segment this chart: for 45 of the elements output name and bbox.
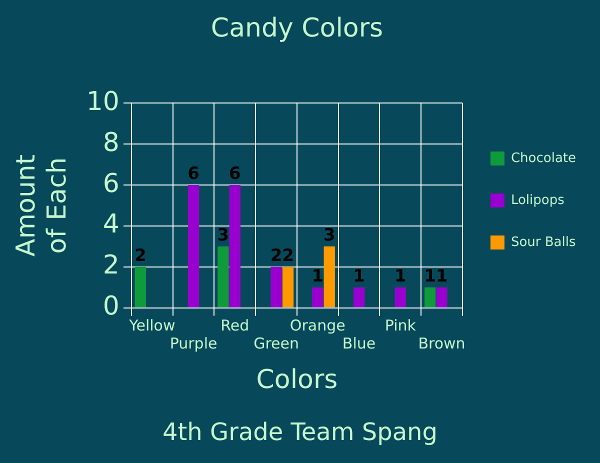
data-label: 2: [282, 246, 294, 266]
text: 4th Grade Team Spang: [161, 417, 438, 447]
bar: [353, 287, 365, 308]
bar: [282, 266, 294, 308]
bar: [229, 185, 240, 308]
chart-title: Candy Colors: [210, 13, 384, 44]
data-label: 2: [270, 246, 282, 266]
data-label: 1: [394, 266, 406, 286]
data-label: 1: [436, 266, 448, 286]
y-tick-label: 4: [102, 210, 120, 240]
x-tick-label: Orange: [290, 316, 346, 335]
data-label: 1: [424, 266, 436, 286]
x-tick-label: Blue: [342, 334, 376, 353]
data-label: 6: [228, 164, 241, 184]
x-tick-label: Green: [254, 334, 300, 353]
x-tick-label: Purple: [170, 334, 218, 353]
y-tick-label: 10: [86, 86, 120, 117]
bar: [324, 246, 335, 308]
data-label: 1: [353, 266, 365, 286]
legend-label: Lolipops: [510, 192, 565, 208]
bar: [312, 287, 324, 308]
bar: [188, 185, 200, 308]
x-axis-title: Colors: [256, 365, 338, 396]
x-tick-label: Yellow: [128, 316, 176, 335]
data-label: 1: [312, 266, 324, 286]
data-label: 3: [217, 225, 230, 246]
bar: [270, 266, 282, 308]
x-tick-label: Brown: [418, 334, 466, 353]
y-tick-label: 0: [102, 292, 120, 322]
bar: [218, 246, 229, 308]
bar: [394, 287, 406, 308]
x-tick-label: Pink: [384, 316, 416, 335]
bar: [134, 266, 146, 308]
data-label: 2: [134, 246, 146, 266]
y-axis-title: Amount of Each: [11, 154, 73, 257]
legend-label: Chocolate: [510, 150, 576, 166]
y-tick-label: 6: [102, 168, 120, 199]
bar: [424, 287, 436, 308]
x-tick-label: Red: [220, 316, 250, 335]
bar: [436, 287, 448, 308]
data-label: 3: [323, 225, 336, 246]
legend-label: Sour Balls: [510, 234, 576, 250]
data-label: 6: [188, 164, 200, 184]
y-tick-label: 2: [102, 250, 120, 281]
y-tick-label: 8: [102, 128, 120, 158]
